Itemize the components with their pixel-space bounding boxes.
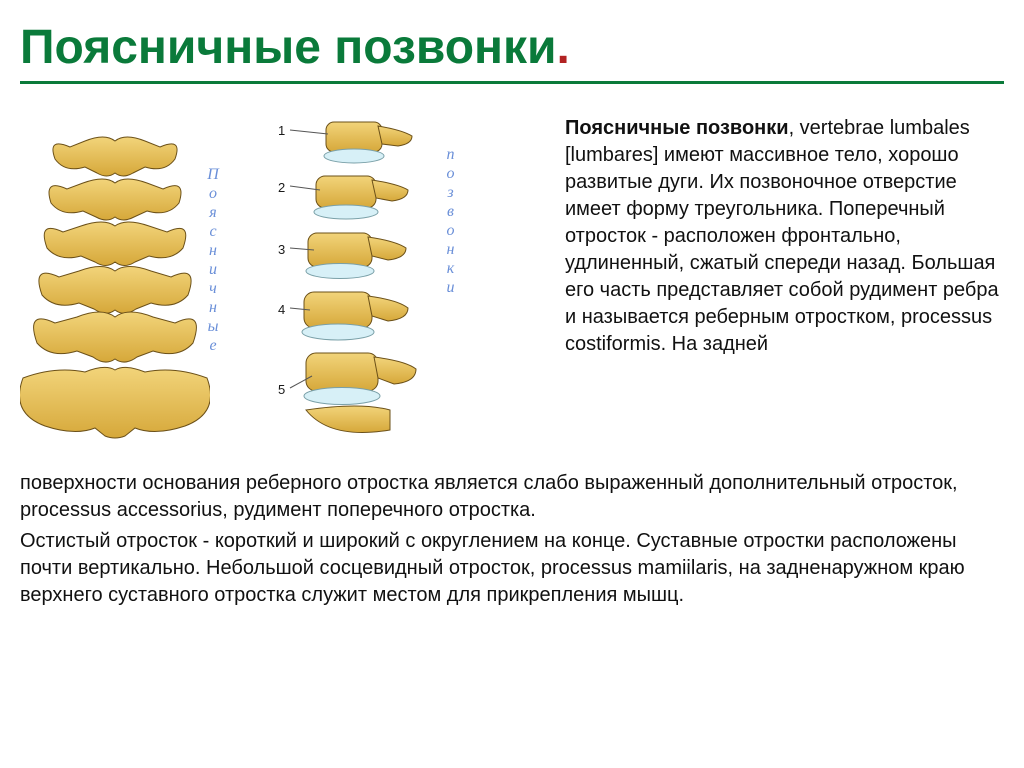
title-text: Поясничные позвонки bbox=[20, 21, 557, 74]
body-text-right: Поясничные позвонки, vertebrae lumbales … bbox=[565, 115, 1004, 358]
para3: Остистый отросток - короткий и широкий с… bbox=[20, 528, 994, 609]
vert-number-4: 4 bbox=[278, 302, 285, 317]
lumbar-lateral-illustration bbox=[240, 110, 440, 440]
figure-block: Поясничные позвонки 1 2 3 4 5 bbox=[20, 110, 550, 440]
lead-bold: Поясничные позвонки bbox=[565, 117, 789, 139]
para2: поверхности основания реберного отростка… bbox=[20, 470, 994, 524]
vertical-label-2: позвонки bbox=[438, 145, 463, 297]
vert-number-2: 2 bbox=[278, 180, 285, 195]
para1-tail: , vertebrae lumbales [lumbares] имеют ма… bbox=[565, 117, 999, 355]
vertical-label-1: Поясничные bbox=[198, 165, 228, 355]
title-dot: . bbox=[557, 21, 570, 74]
vert-number-5: 5 bbox=[278, 382, 285, 397]
vert-number-1: 1 bbox=[278, 123, 285, 138]
lumbar-posterior-illustration bbox=[20, 130, 210, 440]
page-title: Поясничные позвонки. bbox=[20, 20, 1004, 84]
vert-number-3: 3 bbox=[278, 242, 285, 257]
body-text-bottom: поверхности основания реберного отростка… bbox=[20, 470, 994, 609]
